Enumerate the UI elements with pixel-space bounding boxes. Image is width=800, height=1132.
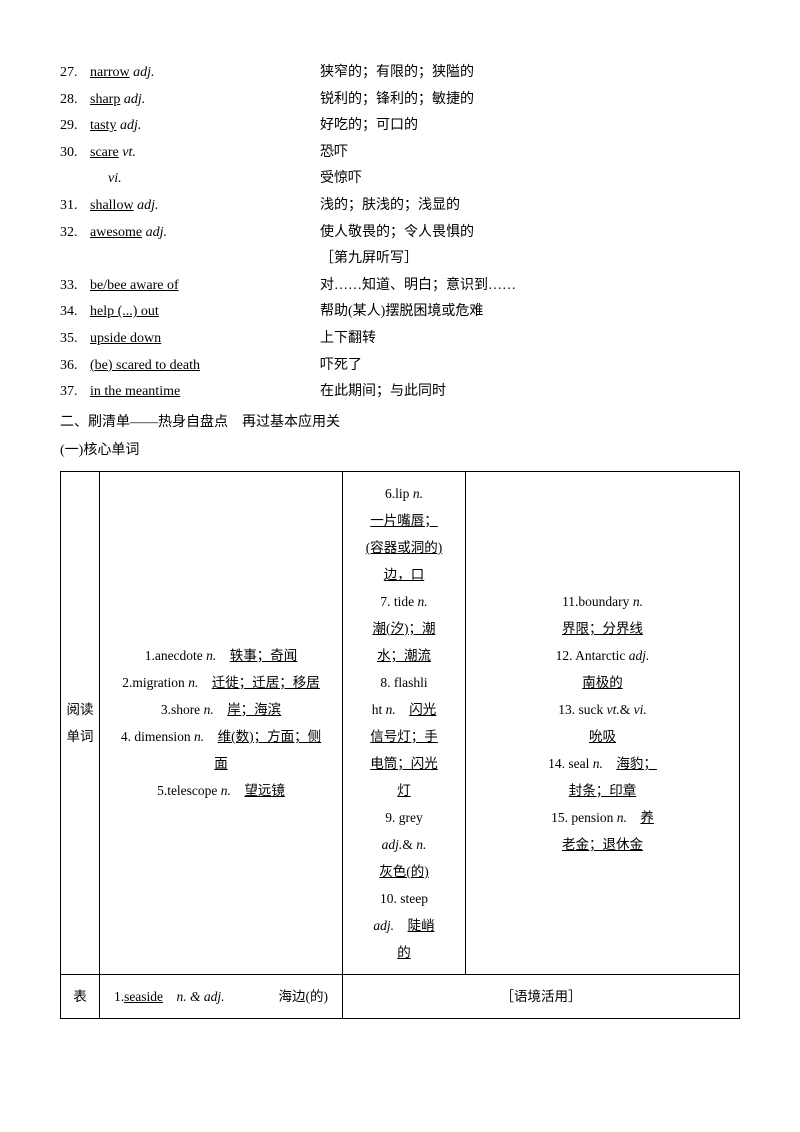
phrase-row: 34.help (...) out帮助(某人)摆脱困境或危难 [60,299,740,326]
core-words-table: 阅读单词 1.anecdote n. 轶事；奇闻2.migration n. 迁… [60,471,740,1019]
row2-col1: 1.seaside n. & adj. 海边(的) [100,974,343,1018]
row-label-reading: 阅读单词 [61,471,100,974]
table-row: 表 1.seaside n. & adj. 海边(的) ［语境活用］ [61,974,740,1018]
phrase-row: 33.be/bee aware of对……知道、明白；意识到…… [60,273,740,300]
row-label-biao: 表 [61,974,100,1018]
table-row: 阅读单词 1.anecdote n. 轶事；奇闻2.migration n. 迁… [61,471,740,974]
section-2-title: 二、刷清单——热身自盘点 再过基本应用关 [60,410,740,437]
reading-col-2: 6.lip n.一片嘴唇；(容器或洞的)边，口7. tide n.潮(汐)；潮水… [343,471,466,974]
vocab-row: 27.narrow adj.狭窄的；有限的；狭隘的 [60,60,740,87]
phrase-row: 37.in the meantime在此期间；与此同时 [60,379,740,406]
screen-note: ［第九屏听写］ [320,246,740,273]
reading-col-3: 11.boundary n.界限；分界线12. Antarctic adj.南极… [466,471,740,974]
vocab-row: 29.tasty adj.好吃的；可口的 [60,113,740,140]
section-2-sub: (一)核心单词 [60,438,740,465]
vocab-row: 30.scare vt.恐吓 [60,140,740,167]
vocab-row: vi.受惊吓 [60,166,740,193]
row2-col2: ［语境活用］ [343,974,740,1018]
phrase-row: 36.(be) scared to death吓死了 [60,353,740,380]
vocab-row: 28.sharp adj.锐利的；锋利的；敏捷的 [60,87,740,114]
vocab-row: 32.awesome adj.使人敬畏的；令人畏惧的 [60,220,740,247]
phrase-row: 35.upside down上下翻转 [60,326,740,353]
reading-col-1: 1.anecdote n. 轶事；奇闻2.migration n. 迁徙；迁居；… [100,471,343,974]
vocab-row: 31.shallow adj.浅的；肤浅的；浅显的 [60,193,740,220]
